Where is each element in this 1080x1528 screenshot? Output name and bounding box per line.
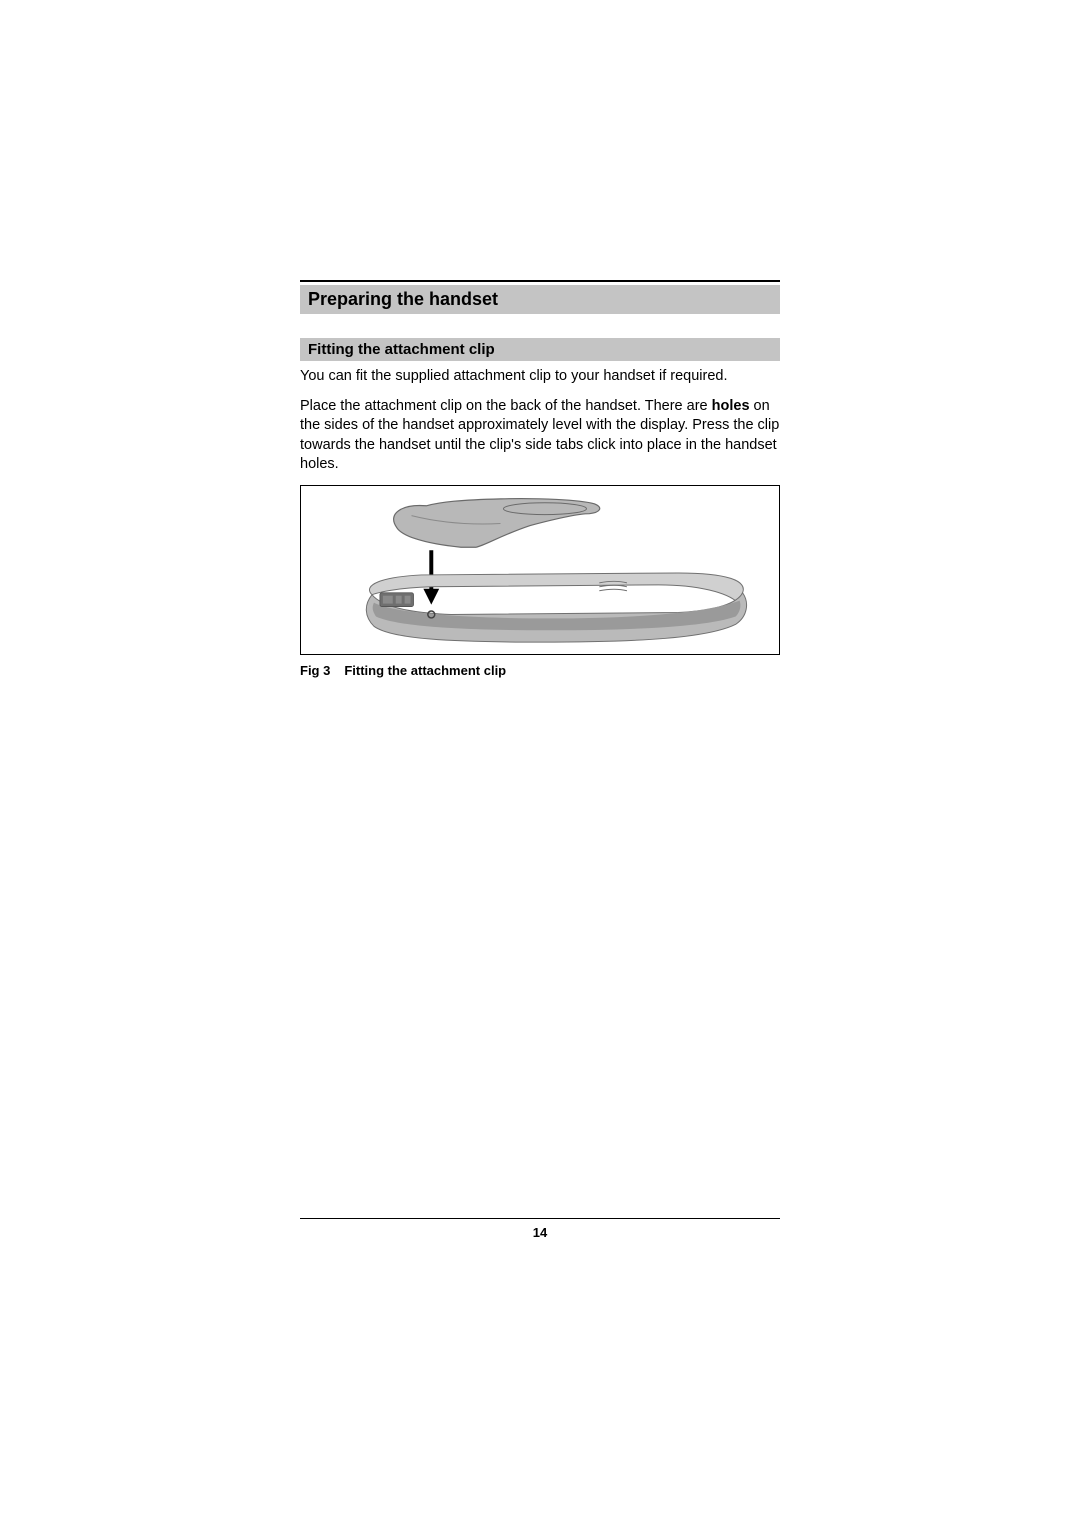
footer-rule (300, 1218, 780, 1219)
figure-3 (300, 485, 780, 655)
section-header: Preparing the handset (300, 285, 780, 314)
figure-svg (301, 486, 779, 654)
handset-illustration (366, 573, 746, 642)
clip-illustration (394, 498, 600, 547)
subsection-header: Fitting the attachment clip (300, 338, 780, 361)
page-content: Preparing the handset Fitting the attach… (300, 280, 780, 678)
p2-pre: Place the attachment clip on the back of… (300, 398, 712, 414)
p2-bold: holes (712, 398, 750, 414)
top-rule (300, 280, 780, 282)
page-number: 14 (300, 1225, 780, 1240)
figure-number: Fig 3 (300, 663, 330, 678)
figure-caption: Fig 3 Fitting the attachment clip (300, 663, 780, 678)
paragraph-2: Place the attachment clip on the back of… (300, 397, 780, 475)
page-footer: 14 (300, 1218, 780, 1240)
figure-caption-text: Fitting the attachment clip (344, 663, 506, 678)
paragraph-1: You can fit the supplied attachment clip… (300, 367, 780, 387)
